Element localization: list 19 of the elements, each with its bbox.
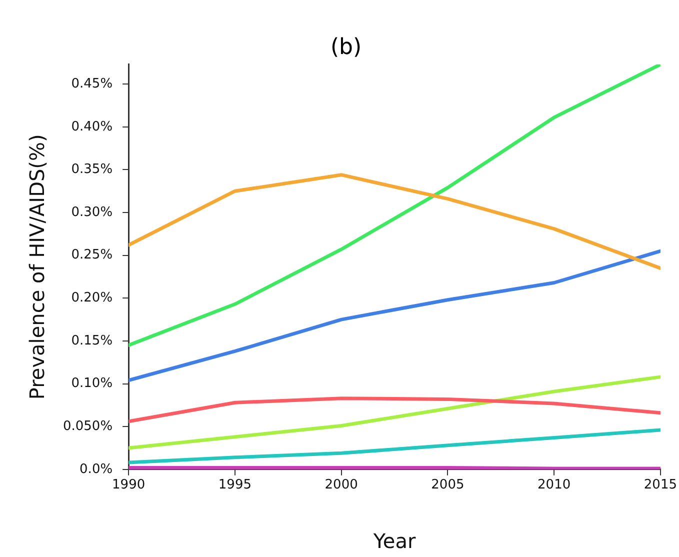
x-tick-label: 2000 [324,478,358,493]
y-tick-label: 0.35% [71,162,113,178]
y-tick-label: 0.25% [71,248,113,263]
y-tick-label: 0.45% [71,76,113,92]
y-tick-label: 0.10% [71,376,113,392]
y-tick-label: 0.40% [71,119,113,134]
y-tick-label: 0.30% [71,204,113,220]
y-tick-label: 0.20% [71,290,113,306]
x-tick-label: 2005 [431,478,464,493]
y-tick-label: 0.15% [71,333,113,348]
y-axis-title: Prevalence of HIV/AIDS(%) [25,134,50,400]
y-tick-label: 0.050% [62,418,113,434]
x-axis-title: Year [372,529,416,554]
chart-title: (b) [330,34,362,60]
y-tick-label: 0.0% [80,462,113,477]
x-tick-label: 2015 [644,478,678,493]
x-tick-label: 2010 [538,478,571,493]
x-tick-label: 1990 [112,478,146,493]
x-tick-label: 1995 [218,478,252,493]
